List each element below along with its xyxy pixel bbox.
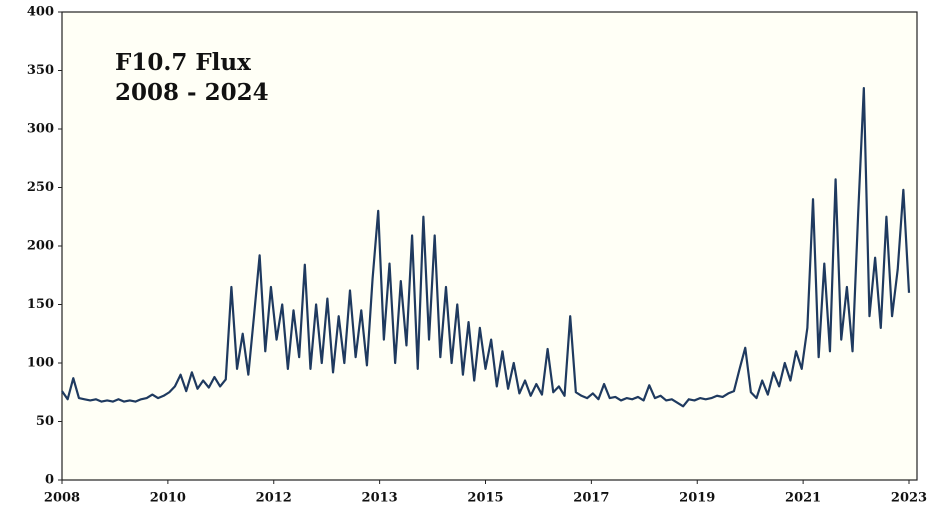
y-tick-label: 200 (27, 239, 54, 254)
y-tick-label: 250 (27, 180, 54, 195)
x-tick-label: 2013 (362, 491, 398, 506)
x-tick-label: 2010 (150, 491, 186, 506)
x-tick-label: 2008 (44, 491, 80, 506)
x-tick-label: 2017 (573, 491, 609, 506)
y-tick-label: 300 (27, 122, 54, 137)
x-tick-label: 2012 (256, 491, 292, 506)
y-tick-label: 400 (27, 5, 54, 20)
chart-subtitle: 2008 - 2024 (115, 79, 269, 106)
y-tick-label: 50 (36, 414, 54, 429)
y-tick-label: 350 (27, 63, 54, 78)
x-tick-label: 2021 (785, 491, 821, 506)
plot-area (61, 11, 918, 481)
y-tick-label: 150 (27, 297, 54, 312)
y-tick-label: 0 (45, 473, 54, 488)
chart-title: F10.7 Flux (115, 49, 251, 76)
y-tick-label: 100 (27, 356, 54, 371)
flux-line (61, 86, 911, 408)
x-tick-label: 2023 (891, 491, 927, 506)
x-tick-label: 2015 (467, 491, 503, 506)
x-tick-label: 2019 (679, 491, 715, 506)
